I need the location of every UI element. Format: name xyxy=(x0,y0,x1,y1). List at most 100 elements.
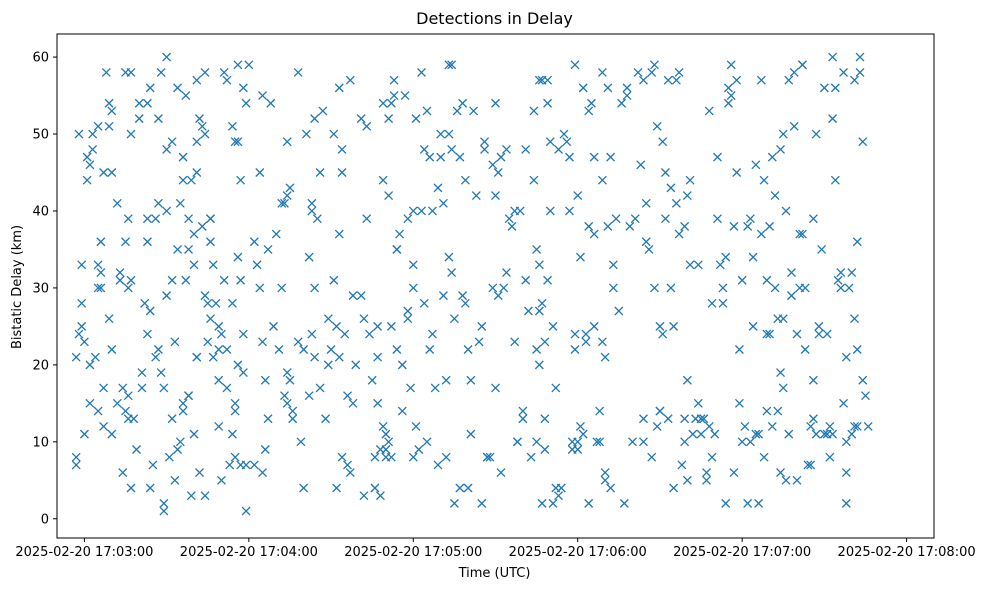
data-point xyxy=(743,221,753,231)
data-point xyxy=(230,398,240,408)
data-point xyxy=(600,352,610,362)
data-point xyxy=(436,129,446,139)
data-point xyxy=(649,60,659,70)
data-point xyxy=(126,483,136,493)
data-point xyxy=(696,429,706,439)
data-point xyxy=(707,298,717,308)
data-point xyxy=(639,437,648,447)
data-point xyxy=(118,468,128,478)
data-point xyxy=(159,506,169,516)
data-point xyxy=(532,244,542,254)
data-point xyxy=(734,345,744,354)
data-point xyxy=(293,68,303,77)
data-point xyxy=(71,460,81,470)
data-point xyxy=(422,106,432,116)
data-point xyxy=(573,437,583,447)
data-point xyxy=(578,429,588,439)
data-point xyxy=(359,491,369,501)
data-point xyxy=(263,244,273,254)
data-point xyxy=(277,198,287,208)
data-point xyxy=(554,491,563,501)
data-point xyxy=(455,483,465,493)
data-point xyxy=(219,275,229,285)
data-point xyxy=(526,452,536,462)
data-point xyxy=(493,291,503,301)
data-point xyxy=(444,252,454,262)
data-point xyxy=(466,429,476,439)
data-point xyxy=(671,198,681,208)
data-point xyxy=(384,437,394,447)
data-point xyxy=(789,121,799,131)
data-point xyxy=(737,275,747,285)
data-point xyxy=(123,283,133,293)
data-point xyxy=(189,429,199,439)
data-point xyxy=(137,368,147,378)
data-point xyxy=(79,429,89,439)
data-point xyxy=(197,121,207,131)
data-point xyxy=(570,60,580,70)
data-point xyxy=(417,68,426,77)
data-point xyxy=(107,429,117,439)
x-tick-label: 2025-02-20 17:04:00 xyxy=(180,545,318,560)
data-point xyxy=(304,391,314,401)
data-point xyxy=(543,98,553,108)
data-point xyxy=(756,75,766,85)
data-point xyxy=(682,191,692,201)
data-point xyxy=(142,214,152,224)
chart-title: Detections in Delay xyxy=(416,9,573,28)
data-point xyxy=(729,468,739,478)
y-tick-label: 0 xyxy=(41,512,49,527)
data-point xyxy=(674,68,684,77)
data-point xyxy=(743,498,753,508)
data-point xyxy=(397,360,407,370)
data-point xyxy=(236,275,246,285)
data-point xyxy=(589,229,599,239)
data-point xyxy=(806,460,816,470)
data-point xyxy=(74,329,84,339)
data-point xyxy=(496,152,506,162)
data-point xyxy=(258,468,268,478)
data-point xyxy=(603,83,613,93)
data-point xyxy=(230,452,240,462)
data-point xyxy=(121,237,130,247)
data-point xyxy=(329,129,339,139)
data-point xyxy=(628,437,637,447)
data-point xyxy=(704,421,714,431)
data-point xyxy=(682,475,692,485)
data-point xyxy=(326,345,336,354)
data-point xyxy=(663,75,673,85)
data-point xyxy=(696,414,706,424)
data-point xyxy=(200,491,210,501)
data-point xyxy=(192,352,202,362)
data-point xyxy=(477,321,487,331)
data-point xyxy=(115,275,125,285)
data-point xyxy=(778,383,788,393)
data-point xyxy=(784,75,794,85)
data-point xyxy=(337,452,347,462)
data-point xyxy=(808,375,818,385)
data-point xyxy=(518,414,528,424)
data-point xyxy=(458,98,468,108)
data-point xyxy=(225,460,235,470)
data-point xyxy=(765,221,775,231)
data-point xyxy=(343,460,352,470)
data-point xyxy=(447,144,457,154)
data-point xyxy=(855,52,865,62)
data-point xyxy=(236,175,246,185)
data-point xyxy=(381,429,391,439)
data-point xyxy=(378,421,388,431)
plot-area xyxy=(56,33,935,539)
data-point xyxy=(121,406,130,416)
data-point xyxy=(507,221,517,231)
y-tick-label: 50 xyxy=(32,128,49,143)
data-point xyxy=(101,68,111,77)
data-point xyxy=(721,252,731,262)
data-point xyxy=(776,144,785,154)
data-point xyxy=(260,375,270,385)
data-point xyxy=(622,83,632,93)
data-point xyxy=(532,345,542,354)
data-point xyxy=(482,452,492,462)
data-point xyxy=(710,429,720,439)
data-point xyxy=(348,398,358,408)
data-point xyxy=(323,314,333,324)
